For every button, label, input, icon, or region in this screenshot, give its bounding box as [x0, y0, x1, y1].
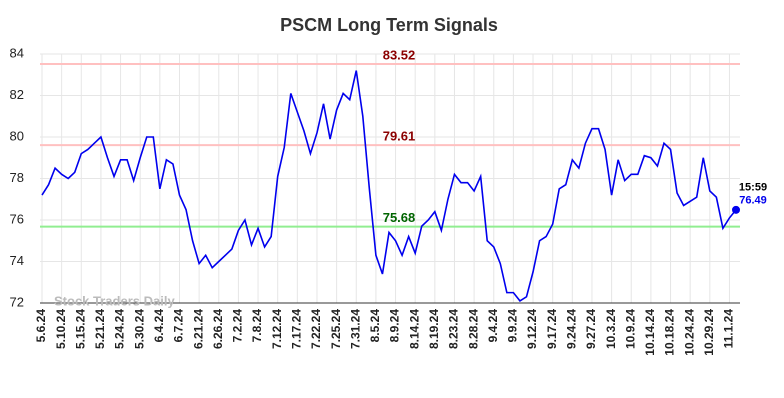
x-tick-label: 9.17.24 [545, 309, 559, 349]
x-tick-label: 10.3.24 [604, 309, 618, 349]
x-tick-label: 10.18.24 [663, 309, 677, 356]
x-tick-label: 8.28.24 [466, 309, 480, 349]
x-tick-label: 9.4.24 [486, 309, 500, 343]
last-time: 15:59 [739, 182, 767, 194]
x-tick-label: 5.24.24 [113, 309, 127, 349]
x-tick-label: 10.24.24 [682, 309, 696, 356]
x-tick-label: 5.10.24 [54, 309, 68, 349]
watermark: Stock Traders Daily [54, 293, 175, 308]
signal-label: 75.68 [383, 210, 416, 225]
x-tick-label: 6.4.24 [152, 309, 166, 343]
x-tick-label: 7.2.24 [231, 309, 245, 343]
x-tick-label: 8.14.24 [407, 309, 421, 349]
x-tick-label: 9.9.24 [506, 309, 520, 343]
last-value: 76.49 [739, 195, 767, 207]
x-tick-label: 7.12.24 [270, 309, 284, 349]
x-tick-label: 9.12.24 [525, 309, 539, 349]
y-tick-label: 78 [10, 170, 24, 185]
x-tick-label: 7.17.24 [290, 309, 304, 349]
x-tick-label: 5.21.24 [93, 309, 107, 349]
x-tick-label: 11.1.24 [722, 309, 736, 349]
x-tick-label: 6.21.24 [191, 309, 205, 349]
y-tick-label: 72 [10, 294, 24, 309]
chart-title: PSCM Long Term Signals [280, 15, 498, 35]
x-tick-label: 5.6.24 [34, 309, 48, 343]
x-tick-label: 10.29.24 [702, 309, 716, 356]
x-tick-label: 6.26.24 [211, 309, 225, 349]
x-tick-label: 10.9.24 [623, 309, 637, 349]
y-tick-label: 84 [10, 45, 24, 60]
x-tick-label: 8.19.24 [427, 309, 441, 349]
x-tick-label: 5.30.24 [132, 309, 146, 349]
last-point [732, 205, 740, 214]
x-tick-label: 7.22.24 [309, 309, 323, 349]
signal-label: 83.52 [383, 47, 416, 62]
x-tick-label: 8.23.24 [447, 309, 461, 349]
price-line [41, 70, 737, 302]
x-tick-label: 7.31.24 [348, 309, 362, 349]
x-tick-label: 8.5.24 [368, 309, 382, 343]
signal-label: 79.61 [383, 129, 416, 144]
x-tick-label: 7.8.24 [250, 309, 264, 343]
y-tick-label: 82 [10, 87, 24, 102]
y-tick-label: 74 [10, 253, 24, 268]
x-tick-label: 7.25.24 [329, 309, 343, 349]
x-tick-label: 10.14.24 [643, 309, 657, 356]
x-tick-label: 9.24.24 [564, 309, 578, 349]
x-tick-label: 6.7.24 [172, 309, 186, 343]
x-tick-label: 5.15.24 [73, 309, 87, 349]
x-tick-label: 9.27.24 [584, 309, 598, 349]
y-tick-label: 80 [10, 128, 24, 143]
y-tick-label: 76 [10, 211, 24, 226]
x-tick-label: 8.9.24 [388, 309, 402, 343]
